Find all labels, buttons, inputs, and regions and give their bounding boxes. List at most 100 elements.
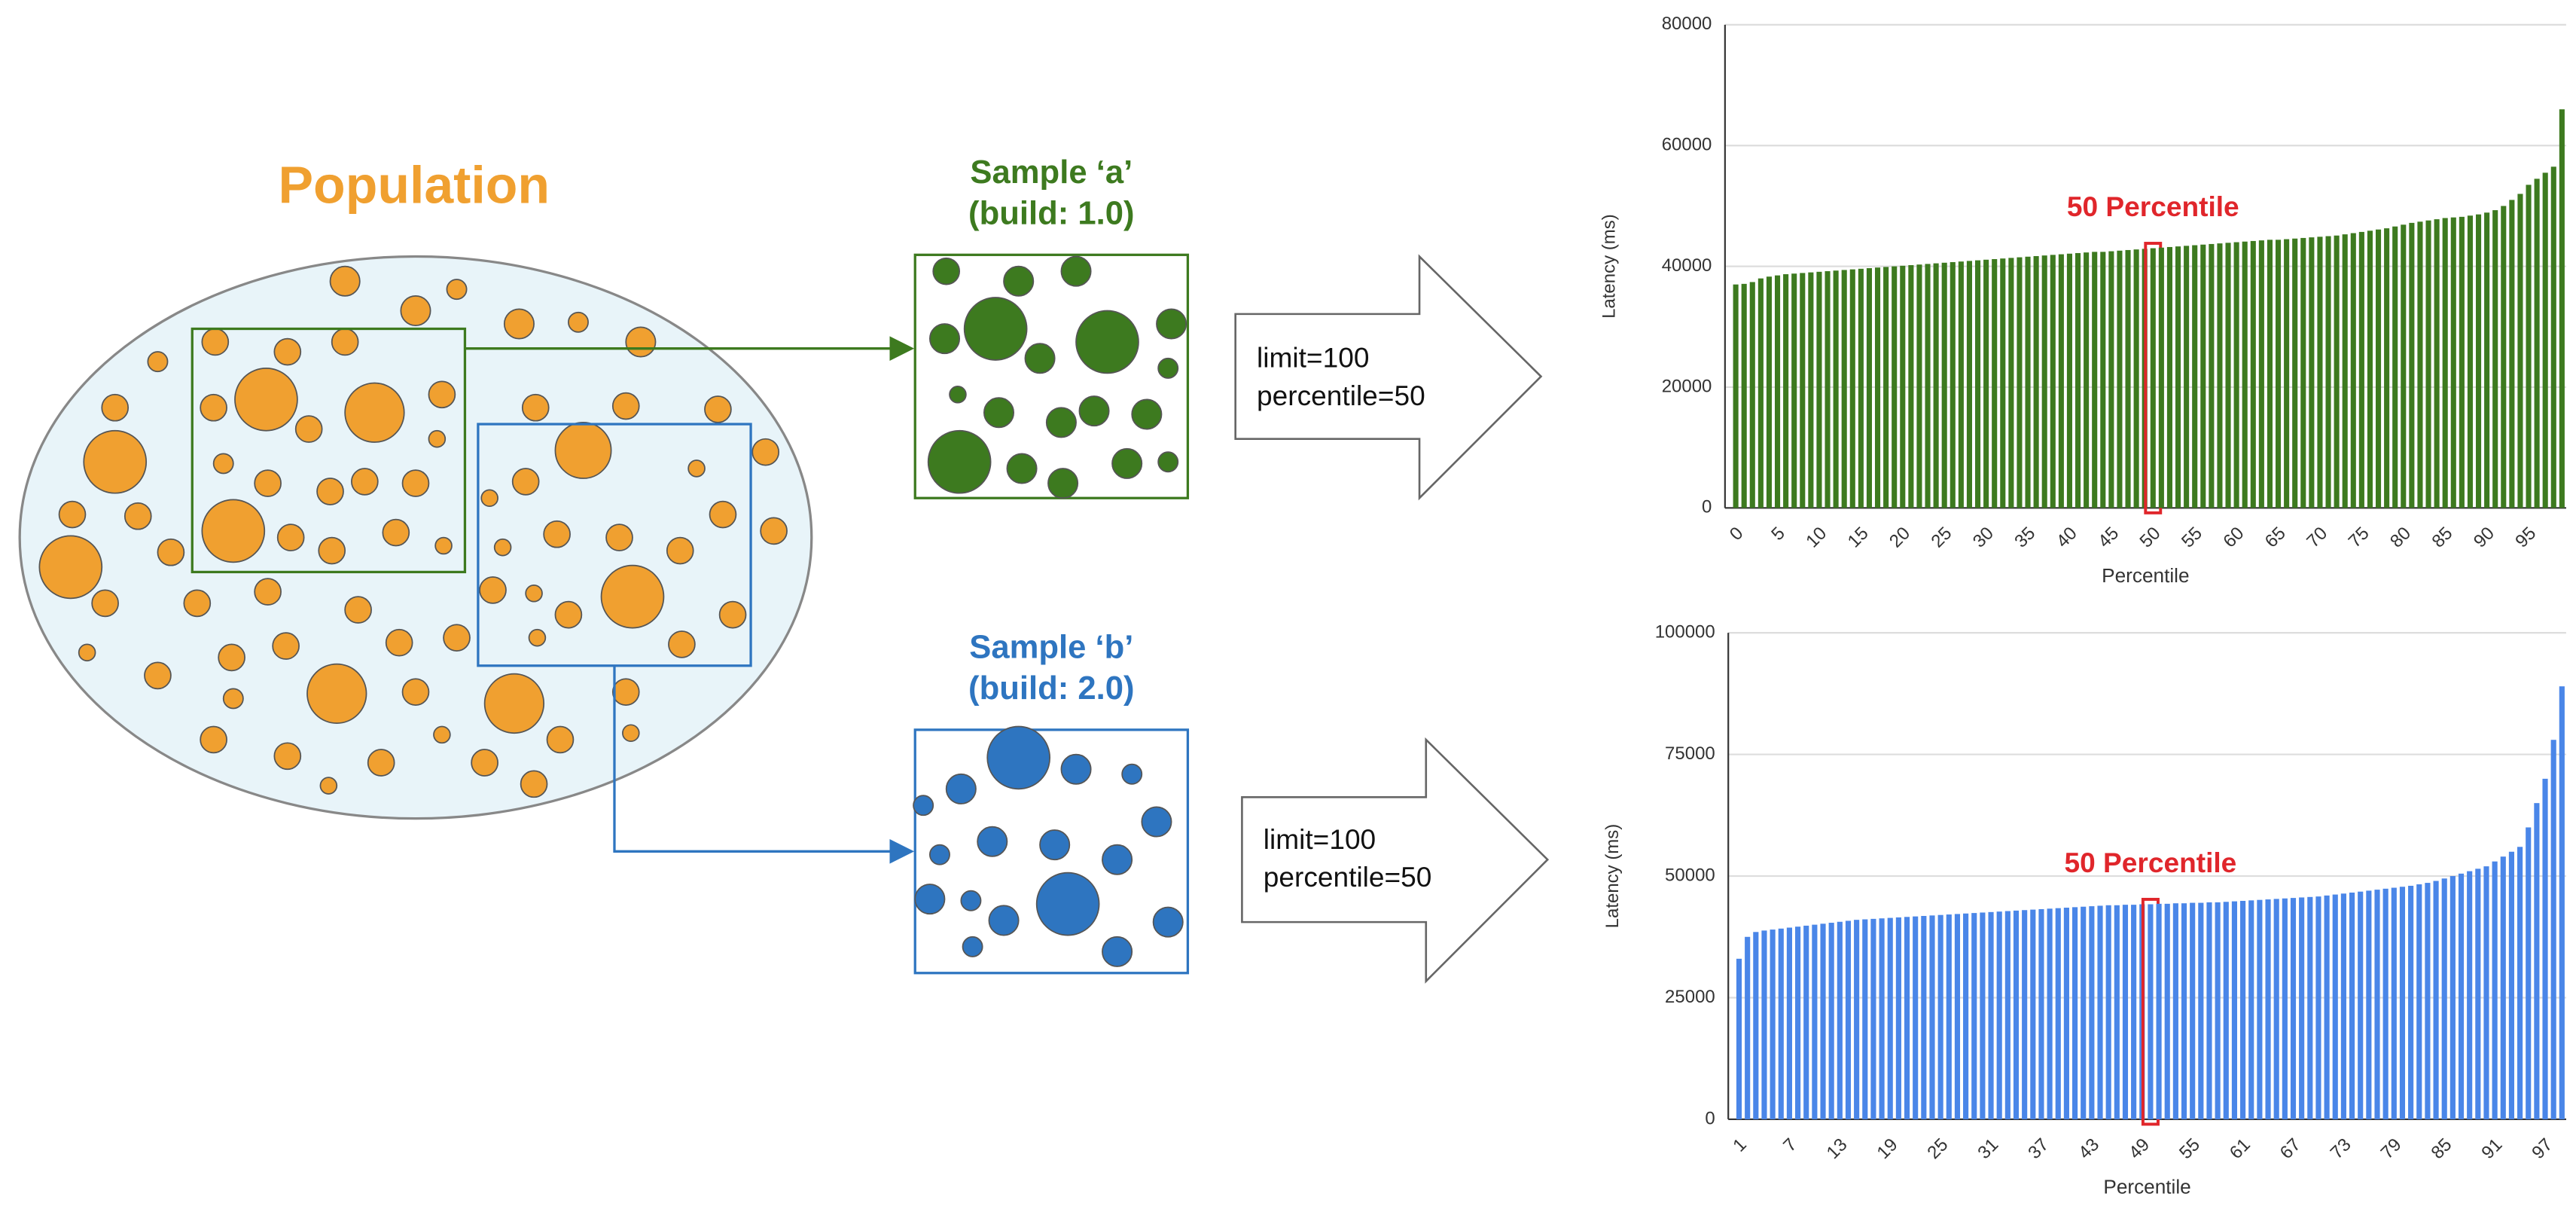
bar xyxy=(2366,890,2372,1119)
dot xyxy=(600,564,665,629)
bar xyxy=(2401,224,2407,508)
dot xyxy=(611,392,640,420)
bar xyxy=(2475,214,2482,508)
bar xyxy=(2105,905,2111,1119)
param: percentile=50 xyxy=(1264,861,1432,893)
dot xyxy=(668,630,696,658)
bar xyxy=(2417,221,2423,508)
bar xyxy=(2408,885,2414,1119)
y-tick-label: 50000 xyxy=(1665,865,1715,885)
y-tick-label: 0 xyxy=(1705,1108,1715,1128)
dot xyxy=(525,584,543,603)
dot xyxy=(1152,906,1184,938)
bar xyxy=(2500,856,2506,1119)
bar xyxy=(2458,873,2465,1119)
dot xyxy=(718,600,747,629)
bar xyxy=(2517,847,2523,1119)
x-tick-label: 85 xyxy=(2428,1134,2456,1163)
sample-title: Sample ‘a’ xyxy=(970,154,1133,191)
bar xyxy=(1996,911,2002,1119)
dot xyxy=(83,429,148,494)
dot xyxy=(503,308,535,340)
x-tick-label: 37 xyxy=(2024,1134,2053,1163)
process-arrow xyxy=(1234,254,1543,501)
bar xyxy=(1761,930,1767,1119)
bar xyxy=(2342,234,2348,508)
bar xyxy=(2117,250,2123,508)
bar xyxy=(2542,172,2548,508)
dot xyxy=(983,397,1015,429)
x-tick-label: 55 xyxy=(2175,1134,2204,1163)
bar xyxy=(1825,271,1831,508)
y-tick-label: 60000 xyxy=(1662,135,1712,155)
bar xyxy=(1983,259,1989,508)
bar xyxy=(1778,928,1784,1119)
x-tick-label: 40 xyxy=(2053,524,2081,552)
bar xyxy=(1883,267,1889,508)
bar xyxy=(2250,240,2256,508)
x-tick-label: 25 xyxy=(1928,524,1956,552)
bar xyxy=(2526,827,2532,1119)
dot xyxy=(1111,447,1143,479)
bar xyxy=(2559,109,2565,508)
bar xyxy=(1749,282,1755,508)
x-tick-label: 55 xyxy=(2178,524,2206,552)
bar xyxy=(2133,249,2139,508)
x-axis-label: Percentile xyxy=(2103,1175,2190,1198)
bar xyxy=(2433,881,2439,1119)
sample-title: Sample ‘b’ xyxy=(969,629,1133,665)
dot xyxy=(945,773,977,804)
dot xyxy=(401,678,430,707)
dot xyxy=(382,518,410,547)
x-tick-label: 30 xyxy=(1969,524,1998,552)
bar xyxy=(2089,906,2095,1119)
bar xyxy=(2492,861,2498,1119)
bar xyxy=(2275,240,2282,508)
bar xyxy=(2050,255,2056,508)
bar xyxy=(2058,254,2064,508)
dot xyxy=(78,643,96,662)
bar xyxy=(1757,278,1764,508)
bar xyxy=(2273,899,2279,1119)
dot xyxy=(254,578,282,606)
dot xyxy=(977,826,1008,857)
dot xyxy=(400,295,431,327)
bar xyxy=(2299,897,2305,1119)
dot xyxy=(201,328,230,356)
dot xyxy=(666,536,694,565)
bar xyxy=(2374,890,2380,1119)
dot xyxy=(751,438,780,466)
bar xyxy=(2071,907,2078,1119)
x-tick-label: 80 xyxy=(2386,524,2415,552)
x-tick-label: 73 xyxy=(2327,1134,2355,1163)
dot xyxy=(914,884,946,915)
x-tick-label: 25 xyxy=(1923,1134,1952,1163)
bar xyxy=(2392,226,2398,508)
dot xyxy=(401,469,430,497)
dot xyxy=(351,468,379,496)
bar xyxy=(2258,240,2264,508)
bar xyxy=(2375,229,2382,508)
bar xyxy=(2309,237,2315,508)
bar xyxy=(2217,243,2223,508)
y-tick-label: 100000 xyxy=(1655,621,1715,642)
bar xyxy=(2030,909,2036,1119)
bar xyxy=(2317,237,2323,508)
bar xyxy=(2156,903,2162,1119)
bar xyxy=(2399,887,2406,1119)
dot xyxy=(1060,753,1092,785)
bar xyxy=(1892,266,1898,508)
dot xyxy=(428,380,456,409)
dot xyxy=(709,500,737,529)
bar xyxy=(1791,273,1797,508)
population-ellipse xyxy=(18,255,813,820)
dot xyxy=(212,453,234,475)
dot xyxy=(927,429,992,494)
bar xyxy=(1900,265,1906,508)
dot xyxy=(218,643,245,672)
bar xyxy=(1946,914,1952,1119)
bar xyxy=(2225,243,2231,508)
dot xyxy=(200,393,227,422)
dot xyxy=(1102,844,1133,875)
